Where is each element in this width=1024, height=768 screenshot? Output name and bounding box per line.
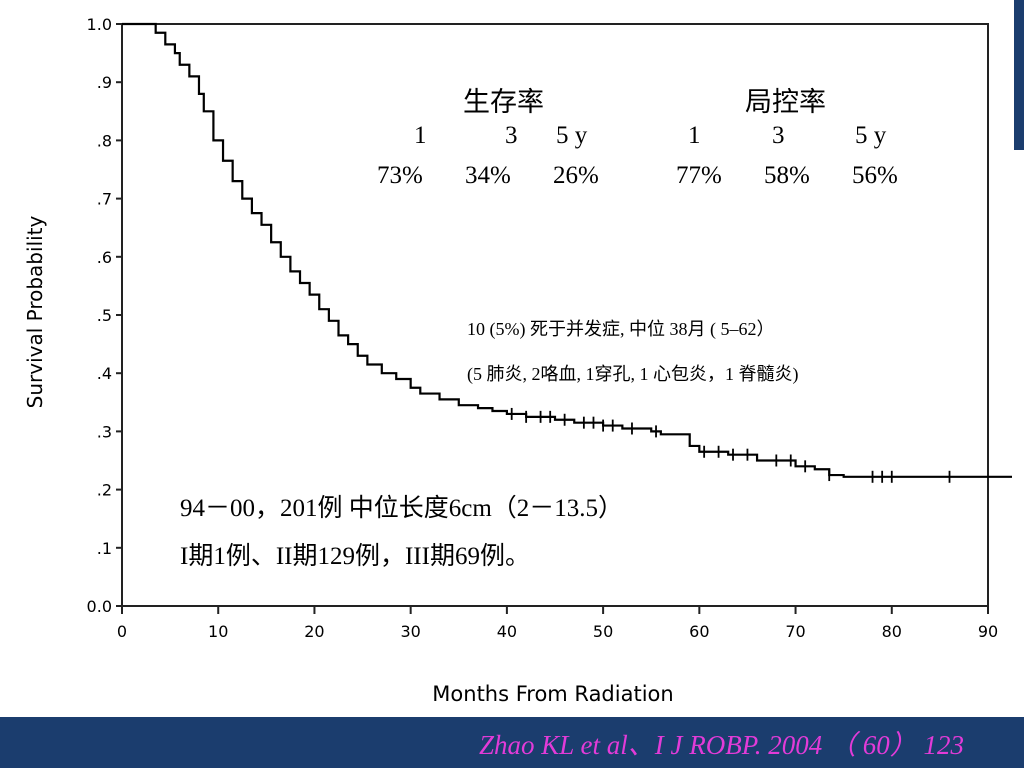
survival-curve-layer xyxy=(122,22,1012,478)
x-tick-label: 50 xyxy=(593,622,613,641)
survival-year-5: 5 y xyxy=(556,122,588,149)
x-tick-label: 90 xyxy=(978,622,998,641)
y-tick-label: 0.0 xyxy=(87,597,112,616)
cohort-note-line2: I期1例、II期129例，III期69例。 xyxy=(180,543,530,570)
censor-marks-layer xyxy=(510,407,951,483)
complication-note-line1: 10 (5%) 死于并发症, 中位 38月 ( 5–62） xyxy=(467,319,775,339)
local-year-5: 5 y xyxy=(855,122,887,149)
x-tick-label: 30 xyxy=(400,622,420,641)
x-tick-label: 0 xyxy=(117,622,127,641)
local-control-rate-heading: 局控率 xyxy=(745,87,826,117)
survival-curve-series-0 xyxy=(122,22,1012,478)
survival-year-3: 3 xyxy=(505,122,518,149)
local-year-1: 1 xyxy=(688,122,701,149)
y-tick-label: .2 xyxy=(97,481,112,500)
local-rate-3y: 58% xyxy=(764,162,810,189)
y-tick-label: .8 xyxy=(97,131,112,150)
y-tick-label: .9 xyxy=(97,73,112,92)
local-rate-5y: 56% xyxy=(852,162,898,189)
y-axis-label: Survival Probability xyxy=(23,215,47,408)
local-rate-1y: 77% xyxy=(676,162,722,189)
x-axis: 0 10 20 30 40 50 60 70 80 90 xyxy=(117,606,998,641)
y-tick-label: .6 xyxy=(97,248,112,267)
y-tick-label: .7 xyxy=(97,190,112,209)
y-tick-label: .1 xyxy=(97,539,112,558)
x-tick-label: 20 xyxy=(304,622,324,641)
x-tick-label: 40 xyxy=(497,622,517,641)
x-axis-label: Months From Radiation xyxy=(432,682,673,706)
local-year-3: 3 xyxy=(772,122,785,149)
y-tick-label: 1.0 xyxy=(87,15,112,34)
x-tick-label: 80 xyxy=(882,622,902,641)
cohort-note-line1: 94－00，201例 中位长度6cm（2－13.5） xyxy=(180,495,624,522)
survival-rate-5y: 26% xyxy=(553,162,599,189)
footer-bar: Zhao KL et al、I J ROBP. 2004 （ 60） 123 xyxy=(0,717,1024,768)
survival-rate-1y: 73% xyxy=(377,162,423,189)
survival-rate-3y: 34% xyxy=(465,162,511,189)
survival-rate-heading: 生存率 xyxy=(463,87,544,117)
x-tick-label: 70 xyxy=(785,622,805,641)
x-tick-label: 60 xyxy=(689,622,709,641)
corner-decoration xyxy=(1014,0,1024,150)
y-tick-label: .5 xyxy=(97,306,112,325)
y-tick-label: .4 xyxy=(97,364,112,383)
y-tick-label: .3 xyxy=(97,422,112,441)
survival-year-1: 1 xyxy=(414,122,427,149)
y-axis: 0.0 .1 .2 .3 .4 .5 .6 .7 .8 .9 1.0 xyxy=(87,15,122,616)
x-tick-label: 10 xyxy=(208,622,228,641)
km-chart: 0.0 .1 .2 .3 .4 .5 .6 .7 .8 .9 1.0 0 10 20 30 40 50 60 70… xyxy=(23,15,1012,706)
complication-note-line2: (5 肺炎, 2咯血, 1穿孔, 1 心包炎，1 脊髓炎) xyxy=(467,364,799,384)
citation-text: Zhao KL et al、I J ROBP. 2004 （ 60） 123 xyxy=(478,730,964,760)
